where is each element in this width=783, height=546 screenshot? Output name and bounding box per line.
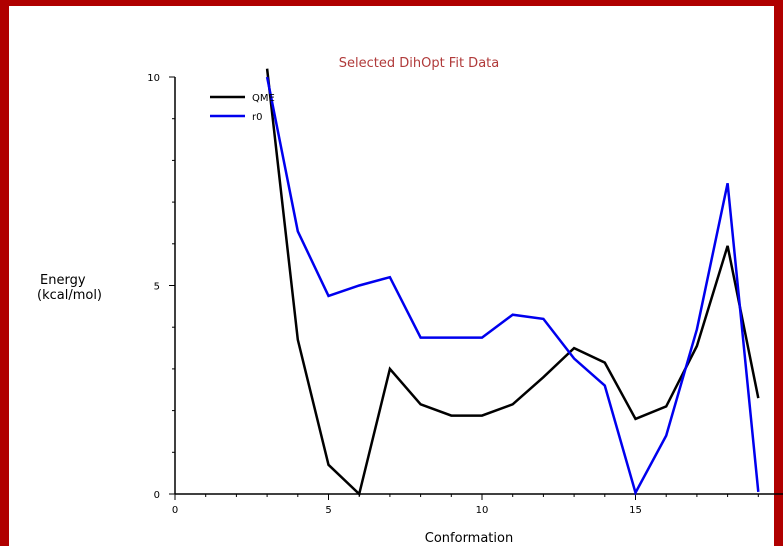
x-tick-label: 10 xyxy=(476,505,489,516)
series-lines xyxy=(265,68,760,497)
x-axis-label: Conformation xyxy=(425,531,513,546)
x-tick-label: 5 xyxy=(325,505,331,516)
x-tick-label: 15 xyxy=(629,505,642,516)
y-axis-label-line2: (kcal/mol) xyxy=(37,288,102,303)
axes xyxy=(174,77,783,495)
ticks: 05101520510 xyxy=(147,73,759,516)
y-tick-label: 5 xyxy=(154,282,160,293)
x-tick-label: 0 xyxy=(172,505,178,516)
chart-title: Selected DihOpt Fit Data xyxy=(339,56,499,71)
legend: QME r0 xyxy=(210,93,275,123)
series-line-1 xyxy=(265,76,760,496)
series-line-0 xyxy=(265,68,760,497)
y-axis-label-line1: Energy xyxy=(40,273,86,288)
legend-label-1: r0 xyxy=(252,112,262,123)
y-tick-label: 0 xyxy=(154,490,160,501)
y-tick-label: 10 xyxy=(147,73,160,84)
legend-label-0: QME xyxy=(252,93,275,104)
